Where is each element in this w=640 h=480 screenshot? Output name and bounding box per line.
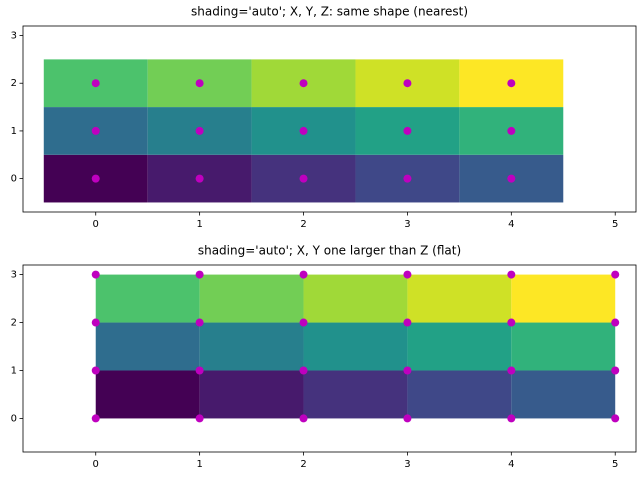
grid-point	[299, 270, 308, 279]
chart-title: shading='auto'; X, Y, Z: same shape (nea…	[191, 5, 468, 19]
grid-point	[403, 270, 412, 279]
mesh-cell	[511, 274, 616, 323]
grid-point	[611, 318, 620, 327]
grid-point	[299, 79, 308, 88]
mesh-cell	[511, 322, 616, 371]
grid-point	[195, 366, 204, 375]
x-tick-label: 5	[612, 219, 618, 230]
mesh-cell	[407, 274, 512, 323]
mesh-cell	[407, 370, 512, 419]
mesh-cell	[303, 322, 408, 371]
x-tick-label: 1	[196, 459, 202, 470]
x-tick-label: 0	[93, 219, 99, 230]
y-tick-label: 1	[11, 365, 17, 376]
grid-point	[91, 318, 100, 327]
axes-frame	[22, 264, 637, 453]
grid-point	[403, 79, 412, 88]
grid-point	[91, 414, 100, 423]
grid-point	[91, 174, 100, 183]
mesh-cell	[199, 370, 304, 419]
mesh-cell	[95, 370, 200, 419]
grid-point	[611, 270, 620, 279]
x-tick-label: 2	[300, 459, 306, 470]
mesh-cell	[95, 322, 200, 371]
x-tick-label: 3	[404, 459, 410, 470]
grid-point	[611, 414, 620, 423]
grid-point	[195, 414, 204, 423]
x-tick-label: 4	[508, 459, 514, 470]
grid-point	[403, 126, 412, 135]
grid-point	[507, 79, 516, 88]
chart-title: shading='auto'; X, Y one larger than Z (…	[198, 244, 461, 258]
x-tick-label: 4	[508, 219, 514, 230]
y-tick-label: 1	[11, 126, 17, 137]
grid-point	[507, 174, 516, 183]
mesh-cell	[199, 322, 304, 371]
grid-point	[507, 270, 516, 279]
mesh-cell	[95, 274, 200, 323]
grid-point	[507, 414, 516, 423]
y-tick-label: 0	[11, 174, 17, 185]
y-tick-label: 3	[11, 270, 17, 281]
x-tick-label: 2	[300, 219, 306, 230]
grid-point	[507, 318, 516, 327]
grid-point	[403, 366, 412, 375]
grid-point	[91, 366, 100, 375]
grid-point	[507, 126, 516, 135]
mesh-cell	[303, 370, 408, 419]
x-tick-label: 0	[93, 459, 99, 470]
grid-point	[403, 174, 412, 183]
y-tick-label: 0	[11, 413, 17, 424]
mesh-cell	[407, 322, 512, 371]
grid-point	[403, 318, 412, 327]
y-tick-label: 2	[11, 78, 17, 89]
grid-point	[195, 318, 204, 327]
grid-point	[195, 126, 204, 135]
grid-point	[195, 270, 204, 279]
grid-point	[299, 174, 308, 183]
mesh-cell	[199, 274, 304, 323]
mesh-cell	[303, 274, 408, 323]
grid-point	[299, 318, 308, 327]
grid-point	[403, 414, 412, 423]
grid-point	[299, 366, 308, 375]
y-tick-label: 3	[11, 31, 17, 42]
mesh-cell	[511, 370, 616, 419]
grid-point	[195, 174, 204, 183]
grid-point	[299, 126, 308, 135]
grid-point	[195, 79, 204, 88]
grid-point	[299, 414, 308, 423]
grid-point	[91, 270, 100, 279]
grid-point	[507, 366, 516, 375]
grid-point	[91, 126, 100, 135]
grid-point	[611, 366, 620, 375]
x-tick-label: 5	[612, 459, 618, 470]
x-tick-label: 3	[404, 219, 410, 230]
axes-frame	[22, 25, 637, 213]
grid-point	[91, 79, 100, 88]
y-tick-label: 2	[11, 318, 17, 329]
x-tick-label: 1	[196, 219, 202, 230]
